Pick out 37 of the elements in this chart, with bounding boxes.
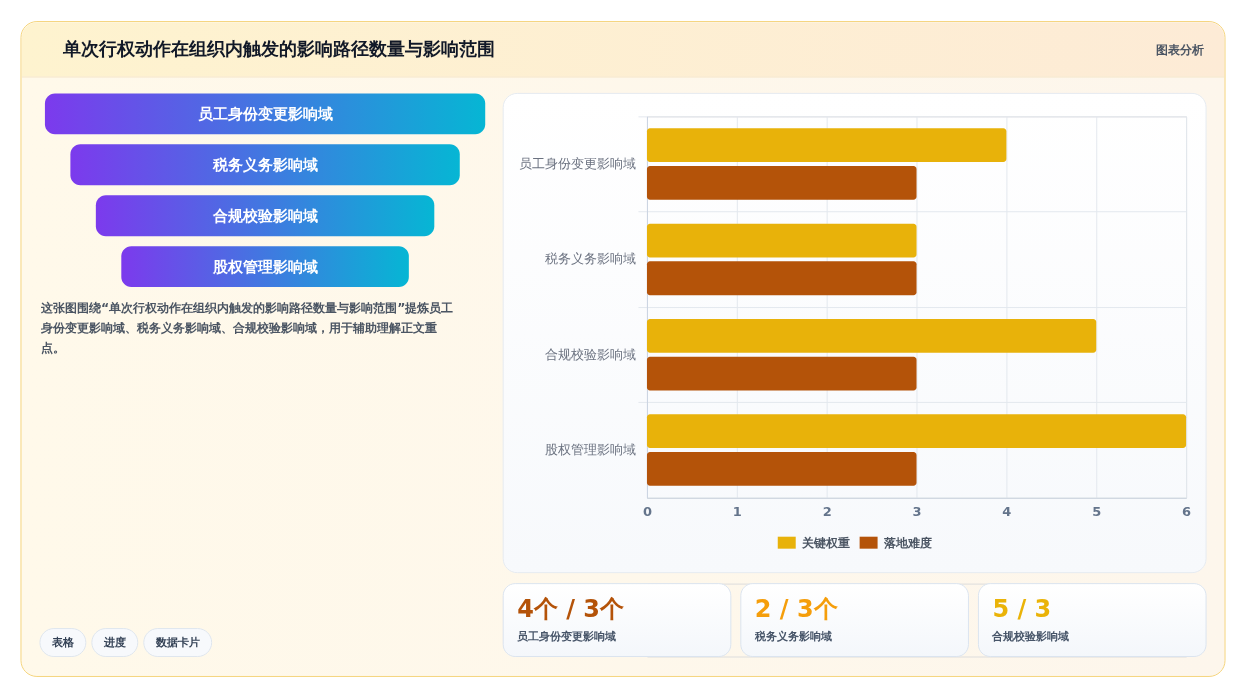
x-tick-label: 5 xyxy=(1092,504,1102,520)
category-label: 股权管理影响域 xyxy=(211,258,318,277)
text: 表格 xyxy=(50,635,75,649)
text: 4个 / 3个 xyxy=(517,594,624,623)
category-label: 税务义务影响域 xyxy=(211,156,318,175)
bar xyxy=(646,261,917,296)
y-tick-label: 股权管理影响域 xyxy=(545,442,637,458)
bar xyxy=(646,223,917,258)
text: 这张图围绕“单次行权动作在组织内触发的影响路径数量与影响范围”提炼员工身份变更影响域、税务义务影响域、合规校验影响域，用于辅助理解正文重点。 xyxy=(39,300,454,355)
text: 5 / 3 xyxy=(992,594,1052,623)
text: 2 / 3个 xyxy=(754,594,838,623)
bar xyxy=(646,318,1097,353)
bar xyxy=(646,414,1187,449)
legend-label: 关键权重 xyxy=(800,535,850,550)
x-tick-label: 2 xyxy=(822,504,832,520)
text: 进度 xyxy=(102,635,126,649)
category-label: 合规校验影响域 xyxy=(211,207,318,226)
bar xyxy=(646,128,1007,163)
bar xyxy=(646,166,917,200)
bar xyxy=(646,452,917,486)
text: 单次行权动作在组织内触发的影响路径数量与影响范围 xyxy=(61,38,495,60)
category-label: 合规校验影响域 xyxy=(991,628,1070,643)
y-tick-label: 合规校验影响域 xyxy=(545,346,637,362)
category-label: 税务义务影响域 xyxy=(753,628,832,643)
y-tick-label: 员工身份变更影响域 xyxy=(519,156,637,172)
category-label: 员工身份变更影响域 xyxy=(197,105,333,124)
legend-label: 落地难度 xyxy=(882,535,932,550)
y-tick-label: 税务义务影响域 xyxy=(545,251,637,267)
bar xyxy=(646,356,917,391)
x-tick-label: 6 xyxy=(1182,504,1192,520)
x-tick-label: 1 xyxy=(732,504,742,520)
x-tick-label: 0 xyxy=(642,504,652,520)
text: 数据卡片 xyxy=(154,635,200,649)
category-label: 员工身份变更影响域 xyxy=(517,628,617,643)
x-tick-label: 3 xyxy=(912,504,922,520)
x-tick-label: 4 xyxy=(1002,504,1012,520)
text: 图表分析 xyxy=(1156,43,1205,58)
